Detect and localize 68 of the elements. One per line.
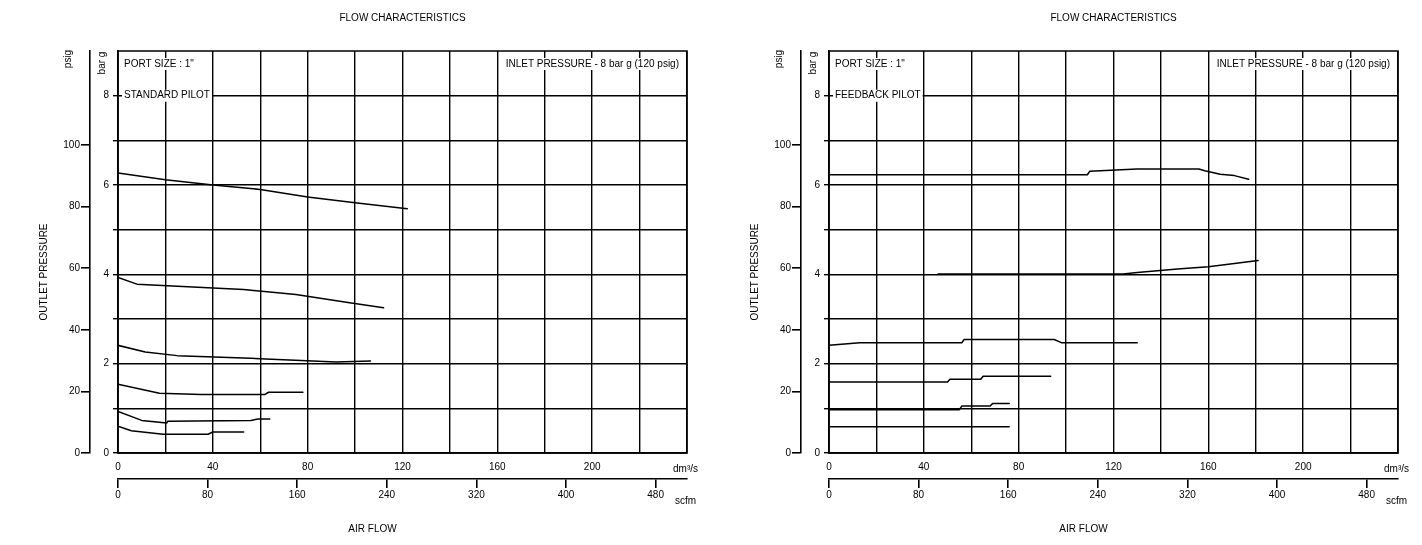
- x2-axis-title: scfm: [1386, 494, 1408, 506]
- y-tick-label: 80: [68, 200, 81, 212]
- x-tick-label: 0: [826, 460, 833, 472]
- annotation: PORT SIZE : 1": [835, 57, 906, 69]
- y2-tick-label: 4: [103, 268, 110, 280]
- annotation: PORT SIZE : 1": [124, 57, 195, 69]
- y2-tick-label: 6: [814, 178, 821, 190]
- x2-axis-title: scfm: [675, 494, 697, 506]
- annotation: FEEDBACK PILOT: [835, 89, 921, 101]
- x-tick-label: 40: [207, 460, 219, 472]
- x2-tick-label: 240: [1089, 488, 1107, 500]
- x2-tick-label: 480: [1358, 488, 1376, 500]
- text: psig: [61, 49, 73, 69]
- y-tick-label: 20: [779, 385, 792, 397]
- y-tick-label: 80: [779, 200, 792, 212]
- x2-tick-label: 480: [647, 488, 665, 500]
- y-tick-label: 60: [779, 261, 792, 273]
- y-tick-label: 100: [63, 138, 81, 150]
- x2-tick-label: 240: [378, 488, 396, 500]
- x-tick-label: 200: [1294, 460, 1312, 472]
- x2-tick-label: 80: [913, 488, 925, 500]
- y-tick-label: 0: [74, 446, 81, 458]
- y-tick-label: 0: [785, 446, 792, 458]
- y-tick-label: 40: [779, 323, 792, 335]
- x-tick-label: 80: [1013, 460, 1025, 472]
- y2-axis-title: bar g: [806, 51, 818, 75]
- x2-tick-label: 320: [1179, 488, 1197, 500]
- x2-tick-label: 400: [557, 488, 575, 500]
- x-tick-label: 120: [1105, 460, 1123, 472]
- x2-tick-label: 400: [1268, 488, 1286, 500]
- y2-tick-label: 2: [814, 357, 821, 369]
- y-axis-title: OUTLET PRESSURE: [37, 223, 49, 321]
- y-tick-label: 40: [68, 323, 81, 335]
- x-tick-label: 160: [1199, 460, 1218, 472]
- x-tick-label: 160: [488, 460, 507, 472]
- x-tick-label: 80: [302, 460, 314, 472]
- x-axis-title: AIR FLOW: [348, 522, 398, 534]
- y2-tick-label: 8: [814, 89, 821, 101]
- y2-tick-label: 0: [103, 446, 110, 458]
- x-tick-label: 120: [394, 460, 412, 472]
- y-tick-label: 20: [68, 385, 81, 397]
- chart-title: FLOW CHARACTERISTICS: [339, 11, 466, 23]
- y2-tick-label: 6: [103, 178, 110, 190]
- x-tick-label: 40: [918, 460, 930, 472]
- annotation: INLET PRESSURE - 8 bar g (120 psig): [505, 57, 679, 69]
- x2-tick-label: 160: [288, 488, 306, 500]
- chart-title: FLOW CHARACTERISTICS: [1050, 11, 1177, 23]
- y2-tick-label: 4: [814, 268, 821, 280]
- text: dm³/s: [1384, 462, 1409, 474]
- x2-tick-label: 320: [468, 488, 486, 500]
- text: dm³/s: [673, 462, 698, 474]
- x-axis-title: AIR FLOW: [1059, 522, 1109, 534]
- text: psig: [772, 49, 784, 69]
- annotation: INLET PRESSURE - 8 bar g (120 psig): [1216, 57, 1390, 69]
- y2-axis-title: bar g: [95, 51, 107, 75]
- x2-tick-label: 160: [999, 488, 1017, 500]
- y2-tick-label: 0: [814, 446, 821, 458]
- y-tick-label: 60: [68, 261, 81, 273]
- x2-tick-label: 80: [202, 488, 214, 500]
- x2-tick-label: 0: [826, 488, 833, 500]
- x-tick-label: 200: [583, 460, 601, 472]
- y-tick-label: 100: [774, 138, 792, 150]
- x-tick-label: 0: [115, 460, 122, 472]
- y2-tick-label: 2: [103, 357, 110, 369]
- y2-tick-label: 8: [103, 89, 110, 101]
- y-axis-title: OUTLET PRESSURE: [748, 223, 760, 321]
- annotation: STANDARD PILOT: [124, 89, 210, 101]
- x2-tick-label: 0: [115, 488, 122, 500]
